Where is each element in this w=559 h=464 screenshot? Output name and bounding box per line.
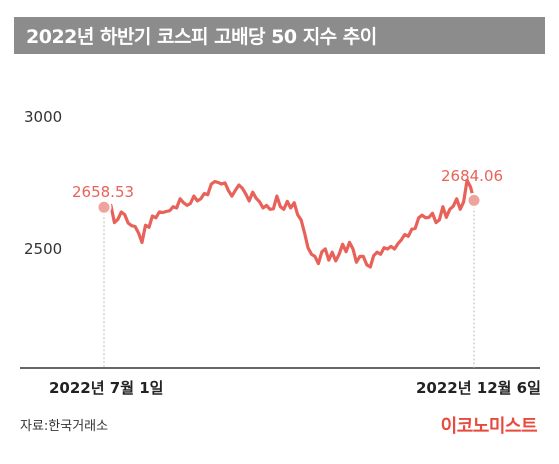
x-tick-label-end: 2022년 12월 6일 [416, 379, 541, 397]
chart-title: 2022년 하반기 코스피 고배당 50 지수 추이 [26, 26, 377, 48]
y-tick-label-1: 2500 [24, 240, 62, 258]
y-tick-label-0: 3000 [24, 108, 62, 126]
end-value-label: 2684.06 [441, 167, 503, 185]
x-tick-label-start: 2022년 7월 1일 [49, 379, 163, 397]
start-point-marker [96, 199, 112, 215]
source-label: 자료:한국거래소 [20, 419, 109, 434]
start-value-label: 2658.53 [72, 183, 134, 201]
end-point-marker [466, 192, 482, 208]
title-bar: 2022년 하반기 코스피 고배당 50 지수 추이 [14, 17, 545, 54]
series-line [102, 178, 476, 269]
brand-logo: 이코노미스트 [440, 416, 538, 437]
